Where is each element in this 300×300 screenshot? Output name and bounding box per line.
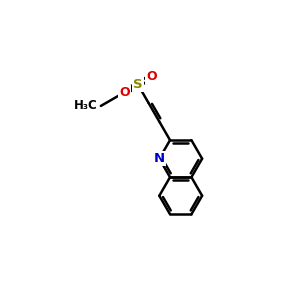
Text: O: O — [119, 86, 130, 99]
Text: S: S — [133, 78, 143, 91]
Text: H₃C: H₃C — [74, 99, 97, 112]
Text: N: N — [154, 152, 165, 165]
Text: O: O — [146, 70, 157, 83]
